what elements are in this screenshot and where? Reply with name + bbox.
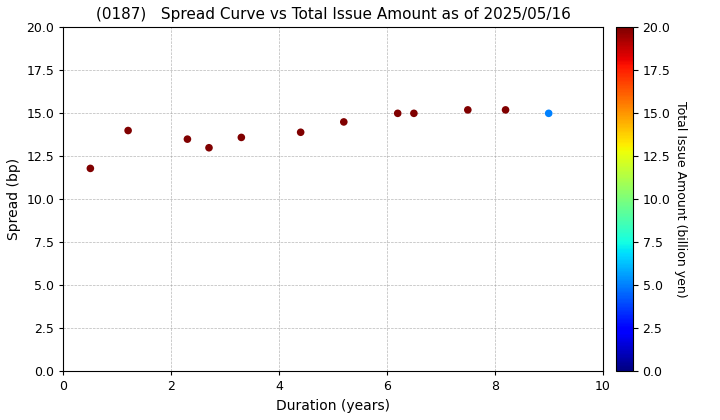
Point [181, 136, 193, 142]
Point [338, 118, 349, 125]
Point [392, 110, 403, 117]
Y-axis label: Spread (bp): Spread (bp) [7, 158, 21, 240]
Title: (0187)   Spread Curve vs Total Issue Amount as of 2025/05/16: (0187) Spread Curve vs Total Issue Amoun… [96, 7, 570, 22]
Point [122, 127, 134, 134]
Point [408, 110, 420, 117]
Point [295, 129, 307, 136]
Y-axis label: Total Issue Amount (billion yen): Total Issue Amount (billion yen) [674, 101, 687, 298]
Point [500, 107, 511, 113]
X-axis label: Duration (years): Duration (years) [276, 399, 390, 413]
Point [462, 107, 474, 113]
Point [543, 110, 554, 117]
Point [203, 144, 215, 151]
Point [235, 134, 247, 141]
Point [85, 165, 96, 172]
